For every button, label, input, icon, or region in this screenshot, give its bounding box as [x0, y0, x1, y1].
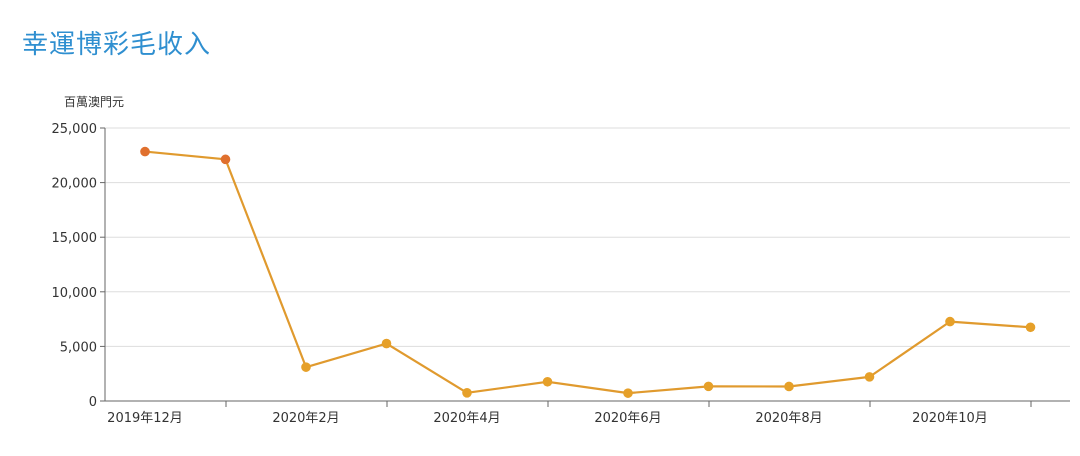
grid-lines [105, 127, 1070, 347]
series-polyline [144, 150, 1031, 395]
x-tick-label: 2020年4月 [433, 411, 500, 426]
axes [100, 127, 1070, 407]
data-point [462, 388, 472, 398]
y-tick-label: 5,000 [60, 340, 97, 355]
data-point [703, 381, 714, 392]
data-point [140, 146, 150, 157]
x-tick-label: 2020年10月 [912, 411, 988, 426]
y-tick-label: 20,000 [52, 177, 98, 192]
data-point [381, 338, 392, 349]
y-tick-label: 10,000 [52, 286, 98, 301]
data-point [623, 388, 633, 398]
data-point [864, 372, 875, 382]
data-point [542, 376, 553, 387]
y-axis-unit-label: 百萬澳門元 [64, 95, 124, 109]
series-line [144, 150, 1031, 395]
x-tick-label: 2020年6月 [594, 411, 661, 426]
y-tick-label: 0 [89, 395, 97, 410]
data-point [301, 362, 311, 372]
x-tick-label: 2019年12月 [107, 411, 183, 426]
data-point [1025, 322, 1036, 333]
data-point [220, 154, 231, 165]
tick-labels: 0 5,000 10,000 15,000 20,000 25,000 2019年12月 20… [52, 122, 988, 426]
y-tick-label: 15,000 [52, 231, 98, 246]
data-points [140, 146, 1036, 398]
data-point [945, 316, 955, 327]
x-tick-label: 2020年2月 [272, 411, 339, 426]
x-tick-label: 2020年8月 [755, 411, 822, 426]
data-point [784, 381, 794, 392]
chart-title: 幸運博彩毛收入 [22, 30, 212, 60]
y-tick-label: 25,000 [52, 122, 98, 137]
